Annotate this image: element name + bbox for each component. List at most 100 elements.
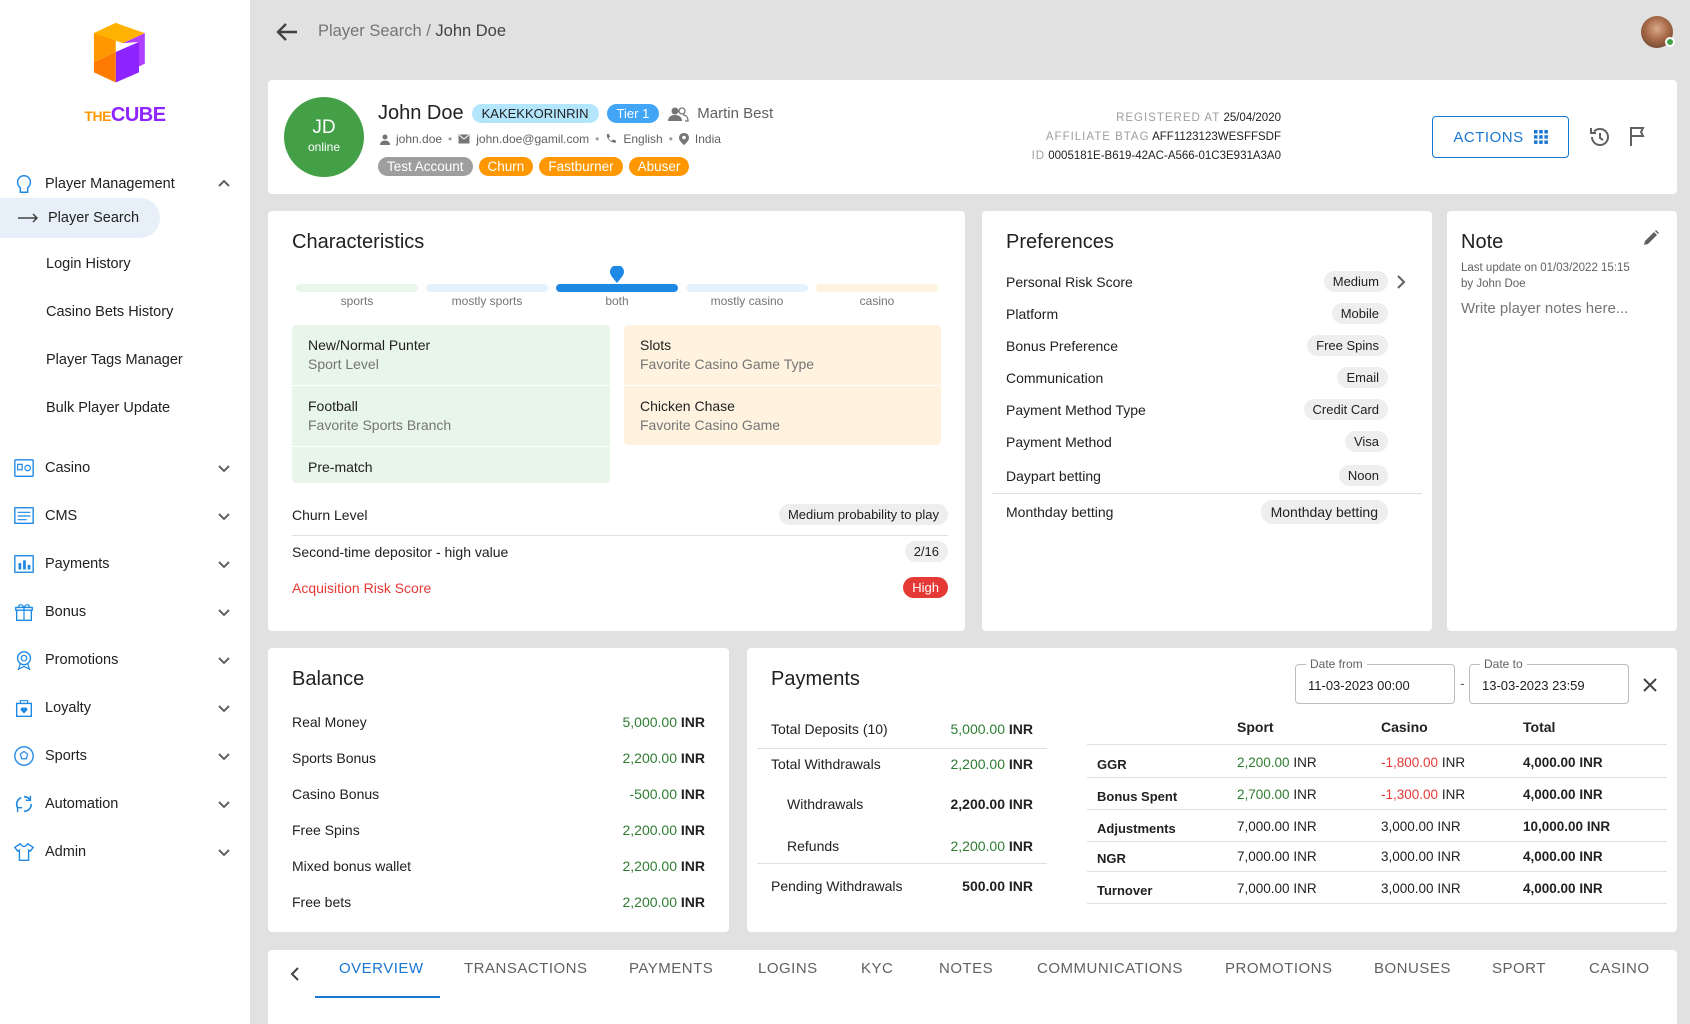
casino-game-item: Chicken Chase Favorite Casino Game <box>640 398 780 433</box>
preferences-title: Preferences <box>1006 231 1114 253</box>
chevron-left-icon[interactable] <box>290 967 300 981</box>
currency: INR <box>1579 849 1603 864</box>
actions-button[interactable]: ACTIONS <box>1432 116 1569 158</box>
nav-label: Player Tags Manager <box>46 352 183 368</box>
note-card: Note Last update on 01/03/2022 15:15 by … <box>1447 211 1677 631</box>
nav-bulk-player-update[interactable]: Bulk Player Update <box>0 388 250 428</box>
currency: INR <box>1008 796 1033 812</box>
nav-label: Loyalty <box>45 700 91 716</box>
sports-preferences-box: New/Normal Punter Sport Level Football Fav… <box>292 325 610 483</box>
tab-promotions[interactable]: PROMOTIONS <box>1225 960 1333 977</box>
cms-icon <box>14 507 34 525</box>
tab-communications[interactable]: COMMUNICATIONS <box>1037 960 1183 977</box>
nav-promotions[interactable]: Promotions <box>0 638 250 682</box>
preference-value-chip: Email <box>1337 367 1388 388</box>
nav-admin[interactable]: Admin <box>0 830 250 874</box>
currency: INR <box>1293 849 1317 864</box>
preference-row[interactable]: Personal Risk Score Medium <box>1006 271 1406 292</box>
currency: INR <box>680 714 705 730</box>
date-from-field[interactable]: Date from 11-03-2023 00:00 <box>1295 657 1455 704</box>
tab-payments[interactable]: PAYMENTS <box>629 960 714 977</box>
tab-kyc[interactable]: KYC <box>861 960 894 977</box>
nav-login-history[interactable]: Login History <box>0 244 250 284</box>
preference-row: Payment Method Type Credit Card <box>1006 399 1388 420</box>
player-email[interactable]: john.doe@gamil.com <box>476 132 590 146</box>
risk-value-chip: High <box>903 577 948 598</box>
item-caption: Favorite Sports Branch <box>308 417 452 433</box>
nav-player-tags-manager[interactable]: Player Tags Manager <box>0 340 250 380</box>
tab-transactions[interactable]: TRANSACTIONS <box>464 960 588 977</box>
row-label: Real Money <box>292 714 367 730</box>
tab-sport[interactable]: SPORT <box>1492 960 1546 977</box>
balance-row: Casino Bonus -500.00 INR <box>292 786 705 802</box>
balance-amount: 2,200.00 <box>622 750 677 766</box>
nav-automation[interactable]: Automation <box>0 782 250 826</box>
nav-sports[interactable]: Sports <box>0 734 250 778</box>
nav-loyalty[interactable]: Loyalty <box>0 686 250 730</box>
payments-card: Payments Date from 11-03-2023 00:00 - Da… <box>747 648 1677 932</box>
date-to-field[interactable]: Date to 13-03-2023 23:59 <box>1469 657 1629 704</box>
tab-casino[interactable]: CASINO <box>1589 960 1650 977</box>
chevron-down-icon <box>218 657 230 665</box>
player-country: India <box>694 132 721 146</box>
row-label: Monthday betting <box>1006 504 1114 520</box>
arrow-right-icon <box>18 213 39 223</box>
nav-player-management[interactable]: Player Management <box>0 162 250 206</box>
row-label: Payment Method <box>1006 433 1112 450</box>
row-label: Withdrawals <box>787 796 864 812</box>
note-title: Note <box>1461 231 1504 253</box>
player-name: John Doe <box>378 102 464 124</box>
preference-row: Monthday betting Monthday betting <box>1006 500 1388 524</box>
preference-value-chip: Mobile <box>1331 303 1388 324</box>
nav-label: Bonus <box>45 604 87 620</box>
brand-name: THECUBE <box>84 104 166 126</box>
table-row-label: Bonus Spent <box>1097 789 1178 804</box>
currency: INR <box>1293 881 1317 896</box>
item-caption: Favorite Casino Game <box>640 417 781 433</box>
currency: INR <box>680 822 705 838</box>
nav-bonus[interactable]: Bonus <box>0 590 250 634</box>
balance-amount: 5,000.00 <box>622 714 677 730</box>
nav-payments[interactable]: Payments <box>0 542 250 586</box>
table-cell: 3,000.00 <box>1381 881 1434 896</box>
column-header: Total <box>1523 719 1556 735</box>
tab-notes[interactable]: NOTES <box>939 960 994 977</box>
player-status: online <box>307 140 341 154</box>
currency: INR <box>1579 787 1603 802</box>
manager-name: Martin Best <box>697 105 774 122</box>
breadcrumb: Player Search / John Doe <box>318 22 506 41</box>
date-range-dash: - <box>1460 675 1465 691</box>
table-cell: 4,000.00 <box>1523 881 1576 896</box>
flag-icon[interactable] <box>1629 126 1647 146</box>
nav-cms[interactable]: CMS <box>0 494 250 538</box>
tag-abuser: Abuser <box>628 157 690 176</box>
preference-row: Communication Email <box>1006 367 1388 388</box>
tab-logins[interactable]: LOGINS <box>758 960 818 977</box>
item-caption: Favorite Casino Game Type <box>640 356 815 372</box>
note-textarea[interactable]: Write player notes here... <box>1461 300 1629 317</box>
balance-card: Balance Real Money 5,000.00 INR Sports Bo… <box>268 648 729 932</box>
nav-label: CMS <box>45 508 78 524</box>
player-avatar: JD online <box>284 97 364 177</box>
nav-casino-bets-history[interactable]: Casino Bets History <box>0 292 250 332</box>
tab-bonuses[interactable]: BONUSES <box>1374 960 1451 977</box>
item-value: Slots <box>640 337 672 353</box>
nav-casino[interactable]: Casino <box>0 446 250 490</box>
active-tab-indicator <box>315 996 440 998</box>
nav-label: Bulk Player Update <box>46 400 171 416</box>
edit-pencil-icon[interactable] <box>1642 229 1660 247</box>
chevron-down-icon <box>218 849 230 857</box>
row-label: Payment Method Type <box>1006 401 1146 418</box>
scale-segment-mostly-sports <box>426 284 548 292</box>
back-arrow-icon[interactable] <box>276 22 298 42</box>
close-icon[interactable] <box>1643 678 1657 692</box>
row-label: Casino Bonus <box>292 786 380 802</box>
player-code-badge: KAKEKKORINRIN <box>471 104 599 123</box>
depositor-value-chip: 2/16 <box>904 541 948 562</box>
player-meta: REGISTERED AT 25/04/2020 AFFILIATE BTAG … <box>1032 109 1281 166</box>
currency: INR <box>1437 881 1461 896</box>
tab-overview[interactable]: OVERVIEW <box>339 960 424 977</box>
breadcrumb-parent[interactable]: Player Search <box>318 22 422 40</box>
history-icon[interactable] <box>1588 126 1610 148</box>
nav-player-search[interactable]: Player Search <box>0 198 160 238</box>
